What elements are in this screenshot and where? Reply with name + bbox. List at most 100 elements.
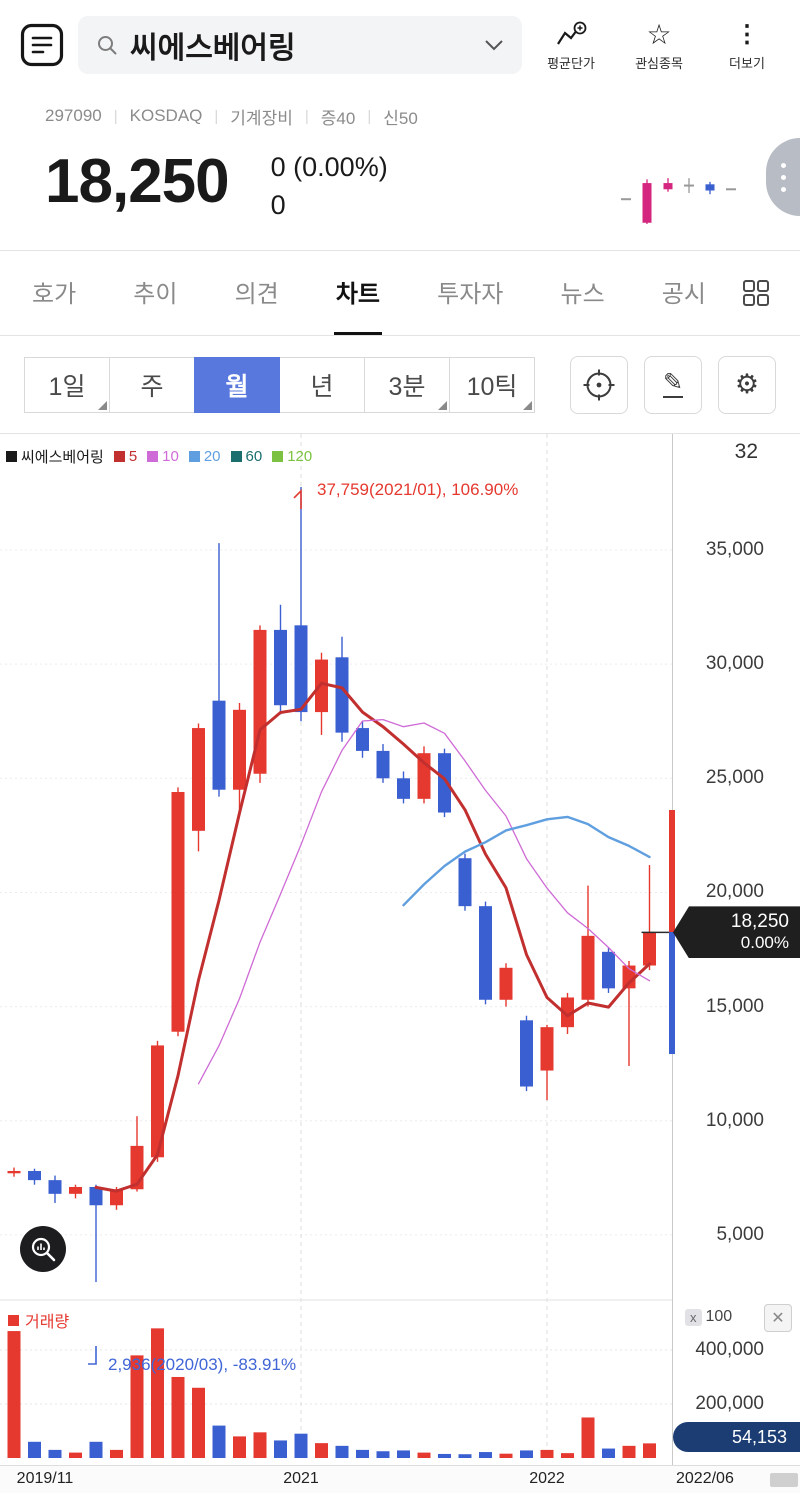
legend-swatch — [113, 451, 125, 462]
price-change: 0 (0.00%) — [270, 152, 388, 182]
chart-legend: 씨에스베어링 5 10 20 60 120 — [6, 446, 312, 467]
more-label: 더보기 — [729, 55, 765, 71]
top-bar: 씨에스베어링 평균단가 ☆ 관심종목 ⋮ 더보기 — [0, 0, 800, 90]
options-corner-icon — [438, 400, 447, 410]
chart-tools: ✎ ⚙ — [570, 355, 776, 414]
grid-view-icon — [743, 280, 769, 306]
stock-search-box[interactable]: 씨에스베어링 — [78, 16, 522, 74]
star-icon: ☆ — [646, 18, 672, 50]
avg-price-button[interactable]: 평균단가 — [532, 19, 610, 72]
tab-bar: 호가 추이 의견 차트 투자자 뉴스 공시 — [0, 250, 800, 336]
legend-item: 5 — [113, 448, 137, 465]
grid-view-button[interactable] — [742, 279, 770, 307]
options-corner-icon — [523, 400, 532, 410]
tab-investors[interactable]: 투자자 — [437, 281, 504, 308]
volume-axis-label: 400,000 — [695, 1338, 764, 1360]
period-tick10-button[interactable]: 10틱 — [449, 356, 535, 413]
kebab-icon: ⋮ — [735, 20, 759, 48]
volume-scale-label: x 100 — [685, 1308, 732, 1326]
quick-menu-pill[interactable] — [766, 138, 800, 216]
separator: | — [113, 107, 118, 125]
chart-zoom-button[interactable] — [20, 1226, 66, 1272]
search-icon — [98, 36, 117, 55]
legend-item: 씨에스베어링 — [6, 446, 104, 467]
chart-zoom-icon — [31, 1237, 56, 1262]
period-min3-button[interactable]: 3분 — [364, 356, 450, 413]
x-axis-label: 2019/11 — [16, 1470, 74, 1487]
time-axis: 2019/11 2021 2022 2022/06 — [0, 1465, 800, 1493]
y-axis-label: 20,000 — [705, 881, 764, 903]
volume-close-button[interactable]: ✕ — [764, 1304, 792, 1332]
volume-scale-symbol: x — [685, 1308, 702, 1326]
svg-text:37,759(2021/01), 106.90%: 37,759(2021/01), 106.90% — [317, 480, 518, 499]
current-price-tag-value: 18,250 — [730, 911, 789, 933]
price-change-block: 0 (0.00%) 0 — [271, 142, 388, 224]
x-axis-label: 2021 — [283, 1470, 319, 1487]
crosshair-icon — [583, 369, 615, 400]
legend-swatch — [230, 451, 242, 462]
axis-top-label: 32 — [734, 440, 758, 463]
legend-swatch — [188, 451, 200, 462]
draw-button[interactable]: ✎ — [644, 355, 702, 414]
period-selector: 1일 주 월 년 3분 10틱 — [24, 356, 535, 413]
legend-item: 60 — [230, 448, 262, 465]
legend-swatch — [272, 451, 284, 462]
y-axis-label: 5,000 — [716, 1223, 764, 1245]
tab-quotes[interactable]: 호가 — [32, 281, 77, 308]
current-volume-tag: 54,153 — [673, 1422, 800, 1452]
tab-chart[interactable]: 차트 — [333, 251, 383, 335]
separator: | — [214, 107, 219, 125]
current-price-tag-percent: 0.00% — [740, 933, 789, 953]
legend-item: 20 — [188, 448, 221, 465]
tab-list: 호가 추이 의견 차트 투자자 뉴스 공시 — [30, 251, 708, 335]
watchlist-button[interactable]: ☆ 관심종목 — [620, 19, 698, 72]
tab-trend[interactable]: 추이 — [133, 281, 178, 308]
legend-item: 10 — [147, 448, 179, 465]
pencil-underline — [663, 396, 683, 398]
volume-legend: 거래량 — [8, 1308, 69, 1332]
current-price: 18,250 — [45, 147, 230, 216]
options-corner-icon — [98, 400, 107, 410]
pencil-icon: ✎ — [662, 369, 684, 396]
x-axis-label: 2022/06 — [676, 1470, 734, 1487]
period-day-button[interactable]: 1일 — [24, 356, 110, 413]
legend-swatch — [147, 451, 159, 462]
y-axis-label: 25,000 — [705, 767, 764, 789]
stock-code: 297090 — [45, 106, 102, 125]
y-axis-label: 35,000 — [705, 538, 764, 560]
watchlist-label: 관심종목 — [635, 55, 683, 71]
y-axis-label: 10,000 — [705, 1109, 764, 1131]
crosshair-button[interactable] — [570, 355, 628, 414]
avg-price-label: 평균단가 — [547, 55, 595, 71]
stock-name: 씨에스베어링 — [130, 32, 296, 65]
tab-opinion[interactable]: 의견 — [234, 281, 279, 308]
volume-legend-label: 거래량 — [25, 1314, 70, 1331]
stock-info-row: 297090 | KOSDAQ | 기계장비 | 증40 | 신50 — [0, 90, 800, 142]
current-price-tag: 18,250 0.00% — [673, 906, 800, 959]
tab-news[interactable]: 뉴스 — [560, 281, 605, 308]
stock-list-button[interactable] — [16, 19, 68, 71]
volume-scale-value: 100 — [705, 1308, 733, 1325]
legend-swatch — [6, 451, 17, 462]
period-week-button[interactable]: 주 — [109, 356, 195, 413]
market-label: KOSDAQ — [129, 106, 203, 125]
stock-list-icon — [20, 23, 64, 67]
sector-label: 기계장비 — [230, 108, 293, 128]
y-axis-label: 15,000 — [705, 995, 764, 1017]
price-volume-chart[interactable]: 37,759(2021/01), 106.90% 2,936(2020/03), … — [0, 434, 672, 1465]
more-button[interactable]: ⋮ 더보기 — [708, 19, 786, 72]
settings-button[interactable]: ⚙ — [718, 355, 776, 414]
tab-disclosure[interactable]: 공시 — [661, 281, 706, 308]
new-badge: 신50 — [383, 108, 418, 128]
period-year-button[interactable]: 년 — [279, 356, 365, 413]
chart-toolbar: 1일 주 월 년 3분 10틱 ✎ ⚙ — [0, 336, 800, 434]
legend-item: 120 — [272, 448, 312, 465]
credit-badge: 증40 — [320, 108, 356, 128]
separator: | — [304, 107, 309, 125]
price-axis-panel: 32 18,250 0.00% x 100 ✕ 54,153 5,000 10,0… — [669, 434, 800, 1465]
svg-text:2,936(2020/03), -83.91%: 2,936(2020/03), -83.91% — [108, 1355, 296, 1374]
price-range-bar-up — [669, 810, 675, 932]
avg-price-icon — [555, 19, 587, 51]
volume-legend-swatch — [8, 1314, 19, 1326]
period-month-button[interactable]: 월 — [194, 356, 280, 413]
